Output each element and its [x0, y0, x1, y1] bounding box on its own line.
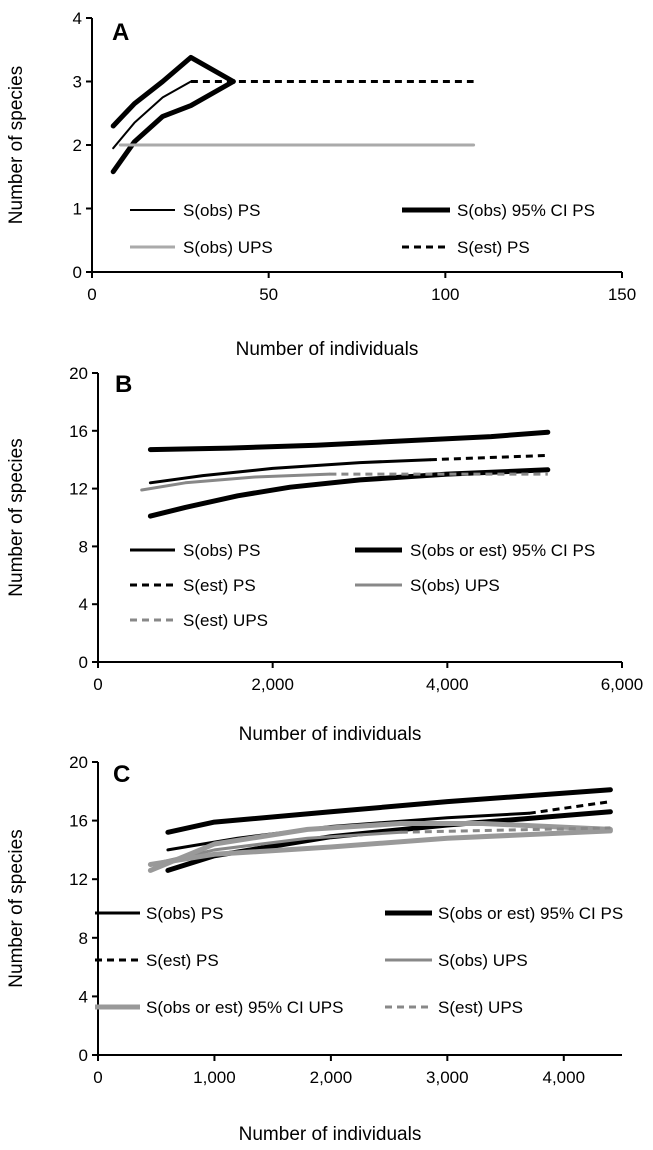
chart-c-legend-label: S(est) UPS: [438, 998, 523, 1017]
chart-c-series-line-3: [528, 800, 611, 815]
chart-a-y-axis-label: Number of species: [6, 66, 27, 224]
chart-a-y-tick-label: 2: [73, 136, 82, 155]
chart-b-x-tick-label: 4,000: [426, 675, 469, 694]
chart-b-legend-label: S(est) PS: [183, 576, 256, 595]
chart-c-legend-label: S(obs) UPS: [438, 951, 528, 970]
chart-c-x-tick-label: 2,000: [310, 1068, 353, 1087]
chart-c-series-line-6: [147, 821, 613, 873]
chart-b-x-tick-label: 0: [93, 675, 102, 694]
chart-a-series-line-0: [112, 80, 192, 150]
chart-a-y-tick-label: 1: [73, 200, 82, 219]
chart-b-y-tick-label: 8: [79, 537, 88, 556]
chart-b-series-line-1: [147, 429, 551, 453]
chart-c-legend-label: S(est) PS: [146, 951, 219, 970]
chart-b-series-line-0: [148, 458, 432, 485]
chart-a-y-tick-label: 0: [73, 263, 82, 282]
chart-c-y-tick-label: 0: [79, 1046, 88, 1065]
chart-b-legend-label: S(obs or est) 95% CI PS: [410, 541, 595, 560]
chart-b-series-line-3: [429, 453, 548, 462]
chart-c-y-tick-label: 8: [79, 929, 88, 948]
chart-c-series-line-1: [165, 787, 613, 835]
chart-b-panel-letter: B: [115, 371, 132, 398]
chart-c-legend-label: S(obs or est) 95% CI PS: [438, 904, 623, 923]
chart-c-y-tick-label: 16: [69, 812, 88, 831]
chart-b-legend-label: S(obs) UPS: [410, 576, 500, 595]
chart-c-series-line-7: [400, 826, 611, 834]
chart-a-y-tick-label: 4: [73, 9, 82, 28]
chart-a-legend-label: S(obs) PS: [183, 201, 260, 220]
chart-b-y-tick-label: 12: [69, 480, 88, 499]
chart-b-x-tick-label: 2,000: [251, 675, 294, 694]
chart-c-y-tick-label: 20: [69, 753, 88, 772]
chart-b-y-tick-label: 20: [69, 364, 88, 383]
chart-a-x-tick-label: 150: [608, 285, 636, 304]
chart-a-x-tick-label: 50: [259, 285, 278, 304]
chart-b-legend-label: S(obs) PS: [183, 541, 260, 560]
chart-c-x-axis-label: Number of individuals: [239, 1124, 422, 1145]
chart-c-x-tick-label: 3,000: [426, 1068, 469, 1087]
chart-c-legend-label: S(obs) PS: [146, 904, 223, 923]
chart-b-y-tick-label: 4: [79, 595, 88, 614]
chart-c-y-tick-label: 4: [79, 987, 88, 1006]
chart-b-y-tick-label: 0: [79, 653, 88, 672]
chart-a-series-line-2: [110, 79, 236, 175]
chart-c-legend-label: S(obs or est) 95% CI UPS: [146, 998, 343, 1017]
chart-b-legend-label: S(est) UPS: [183, 611, 268, 630]
chart-c-panel-letter: C: [113, 761, 130, 788]
chart-c-x-tick-label: 0: [93, 1068, 102, 1087]
chart-b-series-line-4: [140, 472, 331, 492]
chart-a-x-tick-label: 100: [431, 285, 459, 304]
chart-a-legend-label: S(est) PS: [457, 238, 530, 257]
chart-b-x-axis-label: Number of individuals: [239, 724, 422, 745]
chart-a-legend-label: S(obs) 95% CI PS: [457, 201, 595, 220]
chart-c-x-tick-label: 1,000: [193, 1068, 236, 1087]
chart-a-x-tick-label: 0: [87, 285, 96, 304]
chart-b-y-axis-label: Number of species: [6, 438, 27, 596]
chart-b-x-tick-label: 6,000: [601, 675, 644, 694]
chart-b-series-line-2: [147, 467, 551, 519]
chart-c-y-axis-label: Number of species: [6, 829, 27, 987]
chart-c-x-tick-label: 4,000: [543, 1068, 586, 1087]
chart-a-y-tick-label: 3: [73, 73, 82, 92]
chart-a-series-line-1: [110, 54, 236, 129]
chart-a-x-axis-label: Number of individuals: [236, 339, 419, 360]
chart-b-y-tick-label: 16: [69, 422, 88, 441]
chart-c-series-line-5: [147, 828, 613, 867]
chart-a-panel-letter: A: [112, 19, 129, 46]
chart-a-legend-label: S(obs) UPS: [183, 238, 273, 257]
chart-c-y-tick-label: 12: [69, 870, 88, 889]
